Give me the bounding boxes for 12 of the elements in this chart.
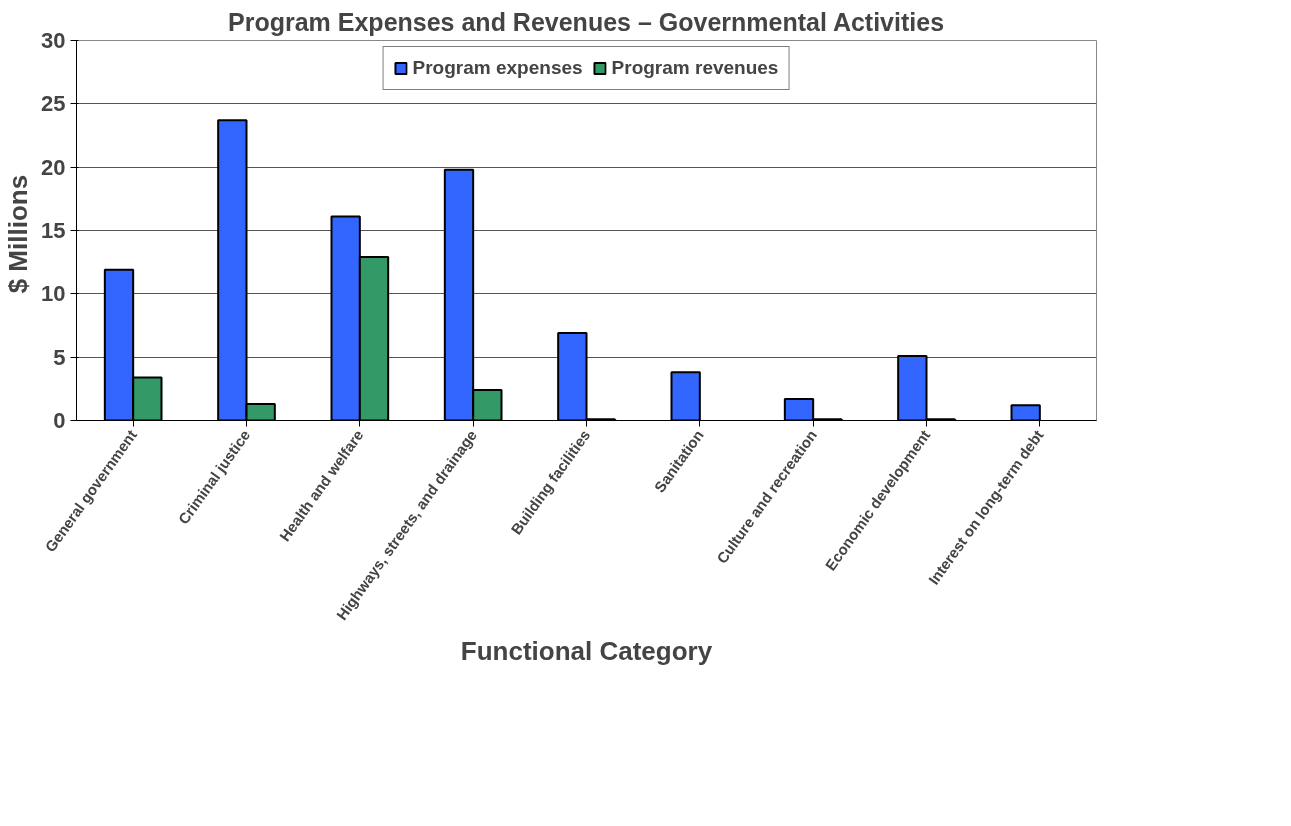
y-axis-title: $ Millions bbox=[3, 174, 34, 294]
chart-title: Program Expenses and Revenues – Governmental Activities bbox=[228, 7, 945, 36]
x-axis-title: Functional Category bbox=[460, 635, 713, 666]
legend-label: Program expenses bbox=[412, 57, 583, 79]
y-tick-label: 20 bbox=[41, 154, 66, 180]
y-tick-label: 10 bbox=[41, 281, 66, 307]
legend-label: Program revenues bbox=[611, 57, 779, 79]
y-tick-label: 30 bbox=[41, 28, 66, 53]
y-tick-label: 0 bbox=[53, 408, 66, 433]
y-tick-label: 5 bbox=[53, 344, 66, 370]
y-tick-label: 25 bbox=[41, 91, 66, 117]
y-tick-label: 15 bbox=[41, 218, 66, 243]
